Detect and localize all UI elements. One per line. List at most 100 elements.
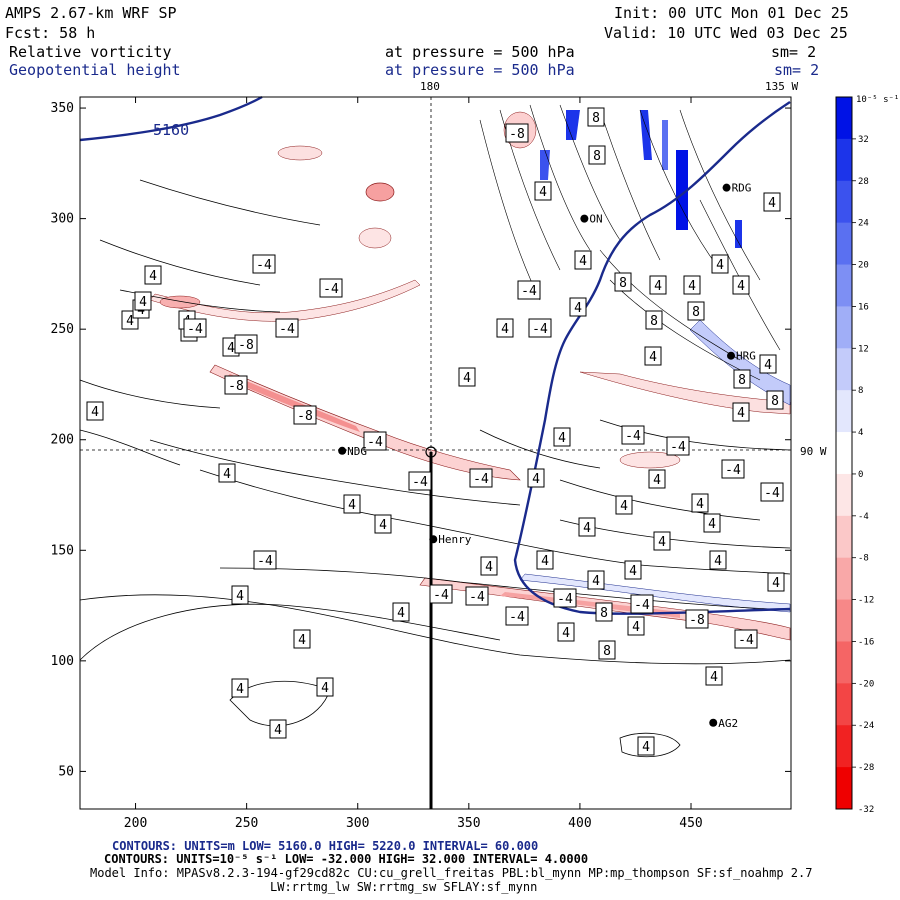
y-tick-label: 50: [58, 764, 74, 779]
station-dot: [722, 183, 731, 192]
contour-label-value: 4: [583, 521, 591, 536]
contour-label-value: 4: [574, 301, 582, 316]
vorticity-contour: [79, 379, 221, 409]
colorbar-swatch: [836, 264, 852, 307]
contour-label: 4: [231, 678, 249, 698]
contour-label-box: [234, 334, 258, 354]
contour-label-box: [517, 280, 541, 300]
contour-label: 4: [553, 427, 571, 447]
footer-model-info: Model Info: MPASv8.2.3-194-gf29cd82c CU:…: [90, 866, 812, 880]
contour-label: 8: [614, 272, 632, 292]
contour-label-value: -4: [367, 435, 383, 450]
contour-label-value: 4: [463, 371, 471, 386]
colorbar-tick-label: -20: [858, 679, 874, 689]
vorticity-contour: [199, 469, 791, 575]
contour-label-value: -8: [509, 127, 525, 142]
contour-label: -4: [630, 594, 654, 614]
contour-label-value: 4: [236, 589, 244, 604]
contour-label: -4: [553, 588, 577, 608]
vorticity-contour: [219, 567, 791, 611]
colorbar-swatch: [836, 432, 852, 475]
pos-streak-5: [735, 220, 742, 248]
pos-streak-6: [662, 120, 668, 170]
vorticity-contour: [139, 179, 321, 226]
contour-label-value: 4: [558, 431, 566, 446]
station-henry: Henry: [429, 533, 472, 546]
contour-label-value: 4: [541, 554, 549, 569]
contour-label-value: 4: [696, 497, 704, 512]
contour-label-value: 8: [593, 149, 601, 164]
contour-label: -8: [224, 375, 248, 395]
contour-label: 4: [293, 629, 311, 649]
contour-label-value: 4: [649, 350, 657, 365]
contour-label: 4: [392, 602, 410, 622]
contour-label-box: [134, 291, 152, 311]
contour-label: 4: [709, 550, 727, 570]
x-tick-label: 450: [679, 816, 702, 831]
contour-label-box: [319, 278, 343, 298]
geopotential-label-5160: 5160: [153, 121, 189, 139]
contour-label-box: [621, 425, 645, 445]
footer-contours-vorticity: CONTOURS: UNITS=10⁻⁵ s⁻¹ LOW= -32.000 HI…: [104, 852, 588, 866]
station-dot: [338, 446, 347, 455]
contour-label: -4: [760, 482, 784, 502]
contour-label: -4: [505, 606, 529, 626]
contour-label: 4: [644, 346, 662, 366]
contour-label-value: 4: [298, 633, 306, 648]
colorbar-tick-label: -4: [858, 512, 869, 522]
contour-label-value: 4: [227, 341, 235, 356]
x-tick-label: 300: [346, 816, 369, 831]
contour-label-value: 4: [737, 279, 745, 294]
contour-label: 4: [711, 254, 729, 274]
contour-label-box: [766, 390, 784, 410]
contour-label-box: [429, 584, 453, 604]
contour-label-value: 4: [768, 196, 776, 211]
neg-band-core: [225, 374, 360, 432]
contour-label-box: [569, 297, 587, 317]
contour-label-box: [687, 301, 705, 321]
contour-label-box: [534, 181, 552, 201]
contour-label-box: [144, 265, 162, 285]
y-tick-label: 300: [51, 212, 74, 227]
y-tick-label: 150: [51, 543, 74, 558]
valid-time: Valid: 10 UTC Wed 03 Dec 25: [604, 24, 848, 42]
colorbar-tick-label: 28: [858, 177, 869, 187]
contour-label: -4: [517, 280, 541, 300]
x-tick-label: 200: [124, 816, 147, 831]
contour-label-value: 4: [397, 606, 405, 621]
terrain-contour: [679, 109, 761, 281]
contour-label-box: [527, 468, 545, 488]
field1-name: Relative vorticity: [9, 43, 172, 61]
colorbar-tick-label: -32: [858, 805, 874, 815]
colorbar-swatch: [836, 683, 852, 726]
contour-label-box: [505, 606, 529, 626]
contour-label-box: [666, 436, 690, 456]
colorbar-swatch: [836, 725, 852, 768]
contour-label-box: [469, 468, 493, 488]
contour-label-value: 4: [592, 574, 600, 589]
contour-label-value: 4: [642, 740, 650, 755]
contour-label-box: [218, 463, 236, 483]
pos-streak-2: [676, 150, 688, 230]
contour-label-value: 4: [654, 279, 662, 294]
colorbar-swatch: [836, 180, 852, 224]
contour-label: 4: [569, 297, 587, 317]
contour-label: 4: [648, 469, 666, 489]
pos-band-east: [689, 319, 791, 406]
colorbar-tick-label: 32: [858, 135, 869, 145]
contour-label-value: 8: [771, 394, 779, 409]
vorticity-contour: [619, 732, 681, 758]
contour-label-box: [252, 254, 276, 274]
contour-label-value: 4: [708, 517, 716, 532]
contour-label-value: 4: [274, 723, 282, 738]
contour-label: 4: [759, 354, 777, 374]
terrain-contour: [529, 104, 591, 251]
contour-label-box: [275, 318, 299, 338]
stations: NDG Henry RDG HRG AG2 ON: [338, 182, 756, 730]
station-dot: [580, 214, 589, 223]
y-axis: 50 100 150 200 250 300 350: [51, 101, 791, 779]
contour-label-value: 4: [91, 405, 99, 420]
vorticity-contour: [599, 419, 791, 451]
contour-label-value: -4: [725, 463, 741, 478]
neg-blob-3: [358, 227, 392, 249]
